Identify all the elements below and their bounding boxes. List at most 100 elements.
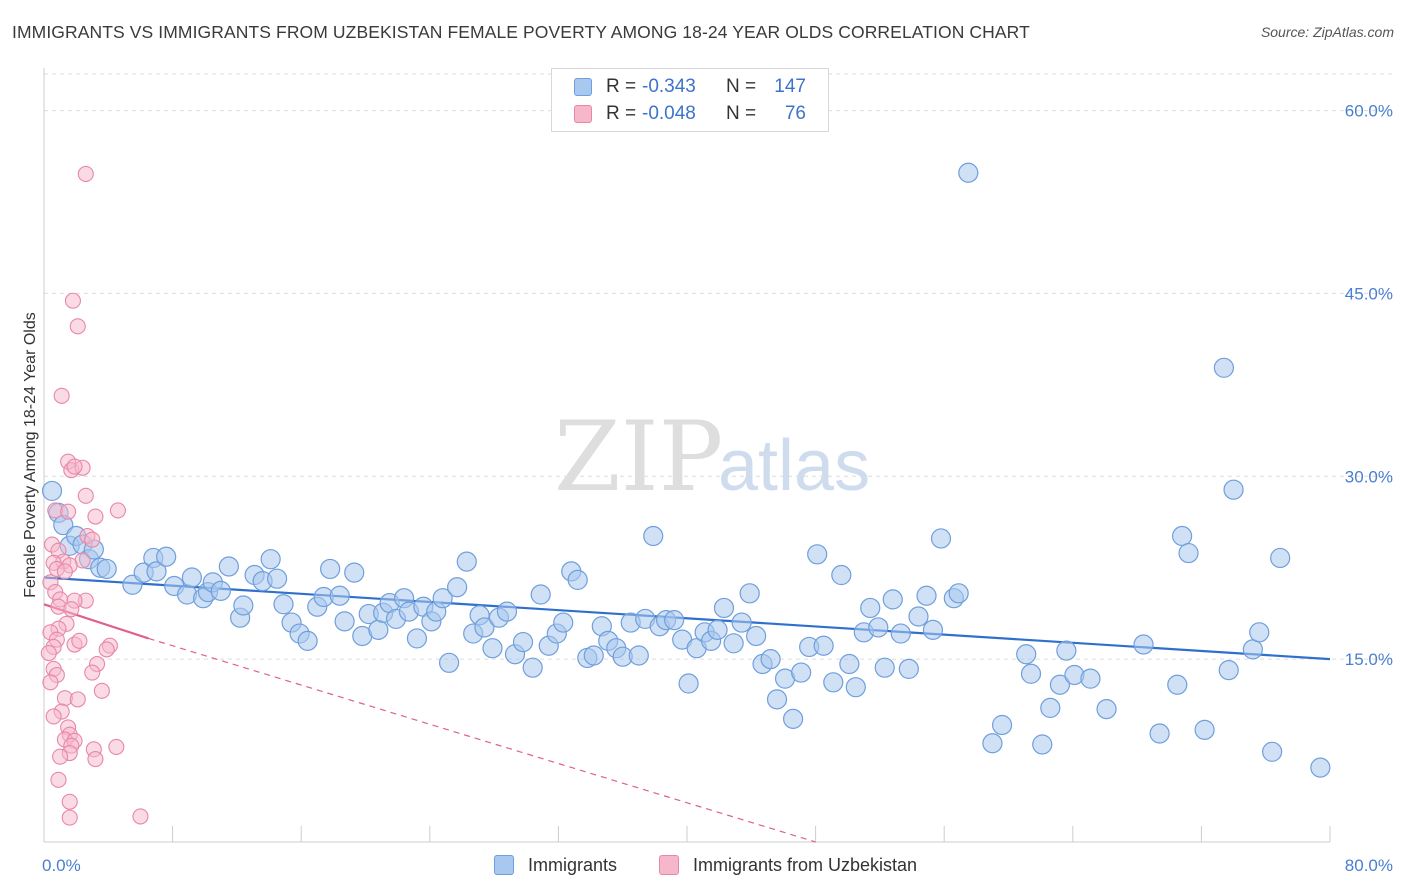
point-immigrants <box>890 623 911 644</box>
point-uzbekistan <box>56 563 73 580</box>
point-immigrants <box>522 657 543 678</box>
point-immigrants <box>1040 697 1061 719</box>
source-credit: Source: ZipAtlas.com <box>1260 24 1394 40</box>
point-immigrants <box>1167 674 1188 695</box>
point-uzbekistan <box>109 502 126 519</box>
point-immigrants <box>713 597 735 619</box>
point-immigrants <box>991 714 1013 736</box>
point-uzbekistan <box>87 508 104 525</box>
point-immigrants <box>831 564 852 586</box>
point-immigrants <box>1020 663 1042 684</box>
legend-r-value: -0.048 <box>642 103 696 124</box>
point-immigrants <box>181 567 202 588</box>
point-uzbekistan <box>52 748 69 765</box>
legend-label: Immigrants <box>528 854 618 875</box>
point-immigrants <box>916 585 937 606</box>
point-immigrants <box>1310 757 1331 778</box>
point-immigrants <box>583 645 604 666</box>
point-immigrants <box>482 638 503 659</box>
point-immigrants <box>210 580 231 601</box>
point-immigrants <box>1016 644 1037 665</box>
chart-title: IMMIGRANTS VS IMMIGRANTS FROM UZBEKISTAN… <box>12 22 1030 42</box>
point-immigrants <box>948 583 969 604</box>
point-immigrants <box>1133 634 1154 655</box>
point-immigrants <box>1223 479 1244 500</box>
point-immigrants <box>930 528 952 549</box>
legend-swatch-pink <box>574 105 592 123</box>
point-immigrants <box>823 672 844 693</box>
point-uzbekistan <box>87 751 104 768</box>
legend-item-immigrants: Immigrants <box>494 852 617 878</box>
point-immigrants <box>496 601 518 622</box>
point-uzbekistan <box>60 503 77 520</box>
point-immigrants <box>723 633 744 654</box>
point-immigrants <box>218 556 239 577</box>
legend-r-label: R = <box>606 103 637 124</box>
point-immigrants <box>344 562 365 583</box>
x-tick-label-max: 80.0% <box>1345 856 1393 875</box>
point-immigrants <box>406 628 428 649</box>
point-uzbekistan <box>132 808 149 825</box>
point-immigrants <box>334 611 355 632</box>
point-immigrants <box>474 617 495 638</box>
point-immigrants <box>1262 741 1283 762</box>
point-immigrants <box>553 612 574 633</box>
legend-r-label: R = <box>606 76 637 97</box>
x-tick-label-min: 0.0% <box>42 856 81 875</box>
point-immigrants <box>1218 660 1239 681</box>
legend-swatch-blue <box>574 78 592 96</box>
y-axis-label: Female Poverty Among 18-24 Year Olds <box>22 312 39 598</box>
trend-line-uzbekistan-extension <box>148 637 816 843</box>
point-immigrants <box>882 589 903 610</box>
point-immigrants <box>567 569 588 591</box>
point-immigrants <box>739 583 760 604</box>
point-immigrants <box>438 652 460 673</box>
point-immigrants <box>839 653 860 675</box>
point-immigrants <box>782 708 804 729</box>
point-uzbekistan <box>98 641 115 658</box>
point-uzbekistan <box>61 793 78 810</box>
legend-r-value: -0.343 <box>642 76 696 97</box>
correlation-legend: R = -0.343 N = 147 R = -0.048 N = 76 <box>551 68 829 132</box>
point-uzbekistan <box>61 809 78 826</box>
axes <box>43 68 1331 843</box>
point-immigrants <box>874 657 895 678</box>
point-uzbekistan <box>50 771 67 788</box>
legend-n-label: N = <box>726 103 757 124</box>
point-immigrants <box>297 630 318 651</box>
point-immigrants <box>766 689 788 710</box>
point-immigrants <box>958 162 979 183</box>
point-uzbekistan <box>45 708 62 725</box>
point-uzbekistan <box>69 318 86 335</box>
point-immigrants <box>96 558 117 580</box>
point-immigrants <box>456 551 477 572</box>
point-immigrants <box>664 610 685 631</box>
point-immigrants <box>982 733 1003 754</box>
point-immigrants <box>233 595 254 616</box>
point-immigrants <box>432 588 453 609</box>
point-immigrants <box>791 662 812 683</box>
point-immigrants <box>260 549 281 570</box>
point-immigrants <box>922 619 944 640</box>
point-immigrants <box>368 619 389 640</box>
point-immigrants <box>643 525 664 547</box>
point-uzbekistan <box>63 601 80 618</box>
point-immigrants <box>1249 622 1270 643</box>
point-immigrants <box>731 612 752 633</box>
point-uzbekistan <box>71 632 88 649</box>
point-immigrants <box>530 584 551 605</box>
point-immigrants <box>1194 719 1215 740</box>
point-uzbekistan <box>69 691 86 708</box>
point-uzbekistan <box>53 387 70 404</box>
point-immigrants <box>868 617 889 638</box>
legend-swatch-pink <box>659 855 679 875</box>
legend-label: Immigrants from Uzbekistan <box>693 854 918 875</box>
legend-n-label: N = <box>726 76 757 97</box>
data-points <box>40 162 1331 826</box>
point-uzbekistan <box>64 292 81 309</box>
legend-n-value: 147 <box>774 76 806 97</box>
tick-labels: 15.0% 30.0% 45.0% 60.0% 0.0% 80.0% <box>42 102 1393 875</box>
point-immigrants <box>707 619 728 640</box>
point-immigrants <box>1213 357 1235 378</box>
